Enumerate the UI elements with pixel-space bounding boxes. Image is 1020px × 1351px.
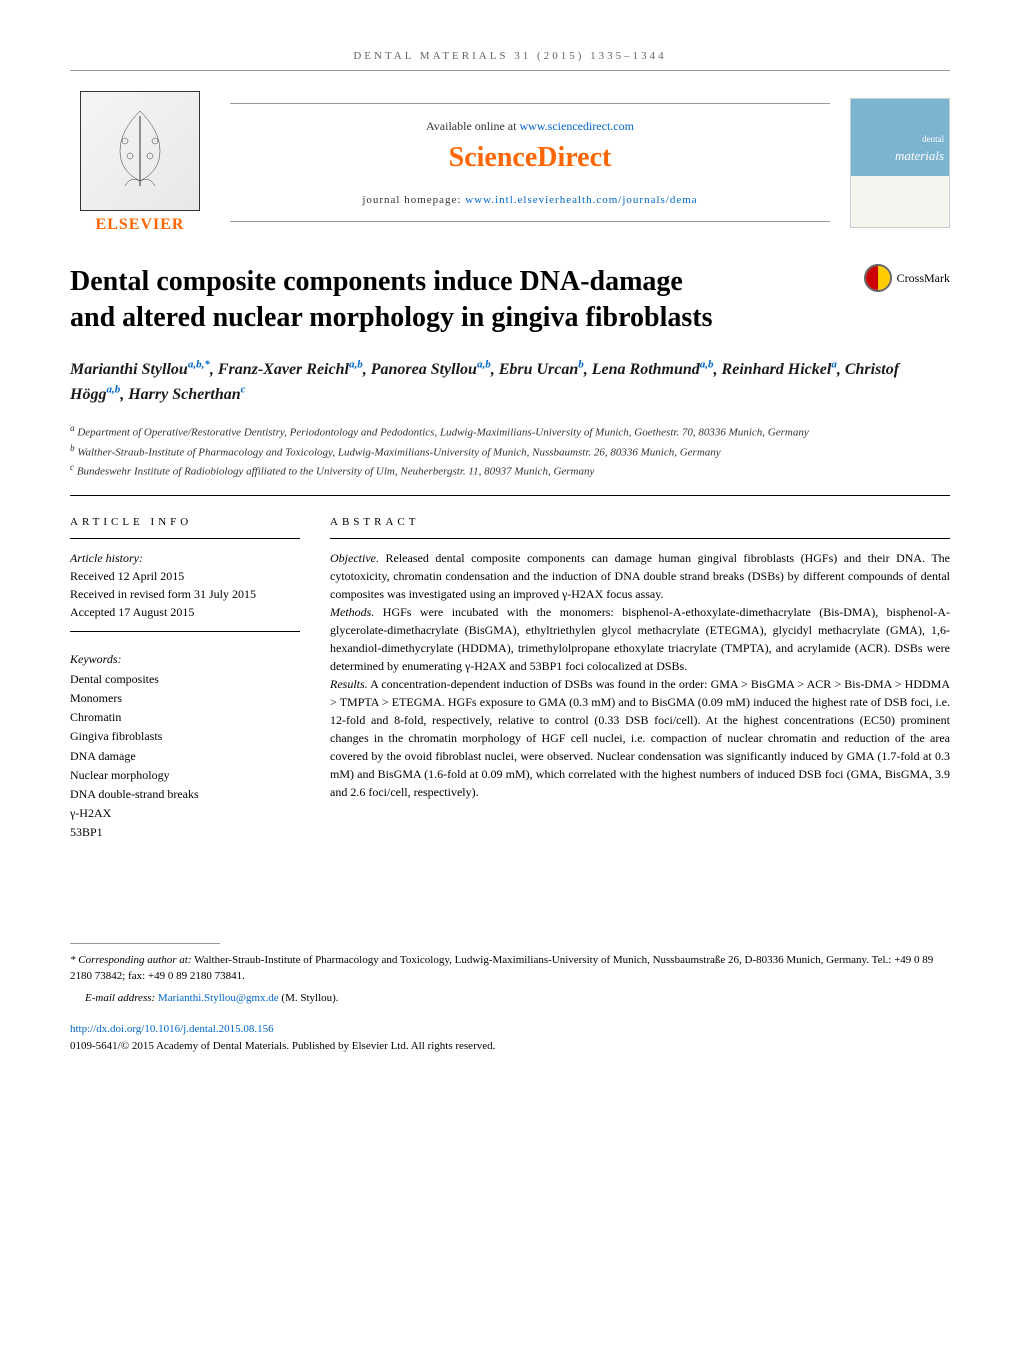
keywords-label: Keywords: [70,652,300,667]
keyword: 53BP1 [70,823,300,842]
sciencedirect-url[interactable]: www.sciencedirect.com [519,119,634,133]
article-title: Dental composite components induce DNA-d… [70,264,730,337]
left-column: ARTICLE INFO Article history: Received 1… [70,516,300,843]
doi-link[interactable]: http://dx.doi.org/10.1016/j.dental.2015.… [70,1023,274,1035]
received-date: Received 12 April 2015 [70,567,300,585]
corresponding-text: Walther-Straub-Institute of Pharmacology… [70,954,933,983]
author: Panorea Stylloua,b [371,361,491,378]
col-divider-2 [70,631,300,632]
email-label: E-mail address: [85,992,155,1004]
main-divider [70,495,950,496]
affiliation-sup: c [70,462,74,472]
keyword: Chromatin [70,708,300,727]
crossmark-badge[interactable]: CrossMark [864,264,950,292]
keyword: γ-H2AX [70,804,300,823]
history-label: Article history: [70,549,300,567]
journal-header: DENTAL MATERIALS 31 (2015) 1335–1344 [70,50,950,62]
author-affiliation-sup: b [578,359,584,371]
keyword: Nuclear morphology [70,766,300,785]
copyright-text: 0109-5641/© 2015 Academy of Dental Mater… [70,1040,495,1052]
article-history: Article history: Received 12 April 2015 … [70,549,300,621]
crossmark-text: CrossMark [897,271,950,286]
authors-list: Marianthi Stylloua,b,*, Franz-Xaver Reic… [70,357,950,408]
article-info-header: ARTICLE INFO [70,516,300,528]
top-section: ELSEVIER Available online at www.science… [70,91,950,234]
footer-section: * Corresponding author at: Walther-Strau… [70,943,950,1055]
affiliation-sup: a [70,423,75,433]
affiliation-sup: b [70,443,75,453]
available-online-text: Available online at www.sciencedirect.co… [230,119,830,134]
elsevier-logo-box: ELSEVIER [70,91,210,234]
keyword-list: Dental compositesMonomersChromatinGingiv… [70,670,300,843]
methods-label: Methods. [330,605,374,619]
center-info-box: Available online at www.sciencedirect.co… [230,103,830,222]
crossmark-icon [864,264,892,292]
keywords-section: Keywords: Dental compositesMonomersChrom… [70,652,300,843]
corresponding-label: * Corresponding author at: [70,954,192,966]
affiliation: b Walther-Straub-Institute of Pharmacolo… [70,442,950,461]
right-column: ABSTRACT Objective. Released dental comp… [330,516,950,843]
methods-text: HGFs were incubated with the monomers: b… [330,605,950,673]
author: Harry Scherthanc [128,386,245,403]
keyword: DNA damage [70,747,300,766]
email-link[interactable]: Marianthi.Styllou@gmx.de [158,992,279,1004]
title-section: Dental composite components induce DNA-d… [70,264,950,337]
content-columns: ARTICLE INFO Article history: Received 1… [70,516,950,843]
keyword: Gingiva fibroblasts [70,727,300,746]
author: Marianthi Stylloua,b,* [70,361,210,378]
available-label: Available online at [426,119,516,133]
author-affiliation-sup: a,b [700,359,714,371]
author: Franz-Xaver Reichla,b [218,361,363,378]
header-divider [70,70,950,71]
email-name: (M. Styllou). [281,992,338,1004]
keyword: Monomers [70,689,300,708]
affiliations: a Department of Operative/Restorative De… [70,422,950,479]
author-affiliation-sup: a,b,* [188,359,210,371]
homepage-label: journal homepage: [362,194,461,206]
results-text: A concentration-dependent induction of D… [330,677,950,799]
col-divider-1 [70,538,300,539]
revised-date: Received in revised form 31 July 2015 [70,585,300,603]
cover-title: materials [895,148,944,163]
keyword: DNA double-strand breaks [70,785,300,804]
doi-section: http://dx.doi.org/10.1016/j.dental.2015.… [70,1021,950,1054]
journal-cover: dental materials [850,98,950,228]
objective-label: Objective. [330,551,379,565]
author: Reinhard Hickela [722,361,837,378]
author: Ebru Urcanb [499,361,584,378]
cover-subtitle: dental [922,134,944,144]
accepted-date: Accepted 17 August 2015 [70,603,300,621]
corresponding-author: * Corresponding author at: Walther-Strau… [70,952,950,985]
author-affiliation-sup: a,b [106,384,120,396]
homepage-link[interactable]: www.intl.elsevierhealth.com/journals/dem… [465,194,697,206]
elsevier-text: ELSEVIER [70,216,210,234]
author: Lena Rothmunda,b [592,361,714,378]
sciencedirect-logo: ScienceDirect [230,142,830,174]
journal-homepage: journal homepage: www.intl.elsevierhealt… [230,194,830,206]
keyword: Dental composites [70,670,300,689]
affiliation: c Bundeswehr Institute of Radiobiology a… [70,461,950,480]
email-line: E-mail address: Marianthi.Styllou@gmx.de… [85,990,950,1007]
abstract-text: Objective. Released dental composite com… [330,549,950,801]
author-affiliation-sup: a,b [349,359,363,371]
author-affiliation-sup: a,b [477,359,491,371]
results-label: Results. [330,677,368,691]
author-affiliation-sup: c [241,384,246,396]
col-divider-3 [330,538,950,539]
abstract-header: ABSTRACT [330,516,950,528]
affiliation: a Department of Operative/Restorative De… [70,422,950,441]
elsevier-tree-icon [80,91,200,211]
author-affiliation-sup: a [831,359,837,371]
footer-divider [70,943,220,944]
objective-text: Released dental composite components can… [330,551,950,601]
